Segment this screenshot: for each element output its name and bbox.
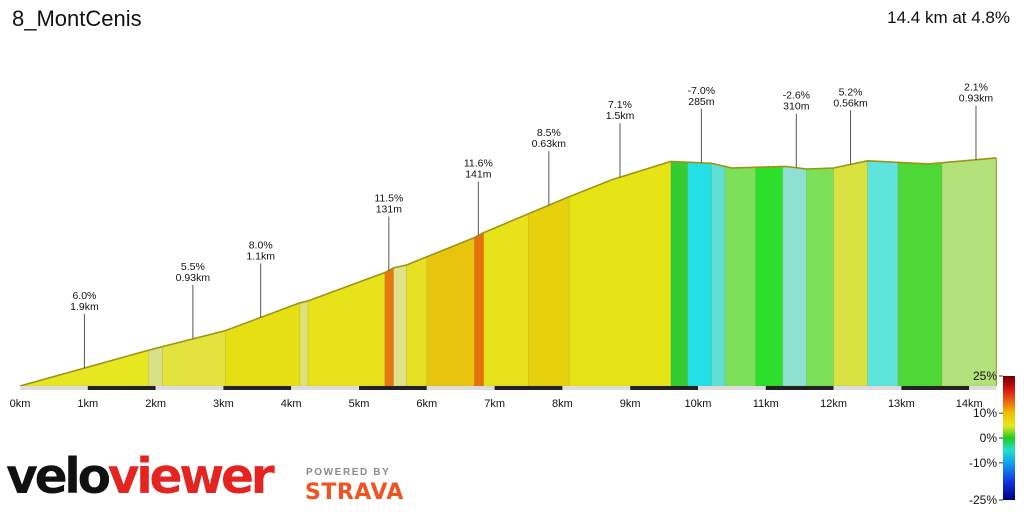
km-band [426,386,495,390]
x-tick-label: 13km [888,398,915,410]
km-band [630,386,698,390]
km-band [359,386,427,390]
annotation-length: 0.63km [532,138,567,150]
legend-label: 10% [973,406,997,420]
gradient-segment[interactable] [148,346,163,387]
annotation-length: 141m [465,168,492,180]
gradient-segment[interactable] [393,264,407,387]
legend-label: 0% [980,431,998,445]
gradient-segment[interactable] [299,300,309,387]
annotation-length: 310m [783,101,810,113]
distance-axis: 0km 1km 2km 3km 4km 5km 6km 7km 8km 9km 10km 11km 12… [10,386,997,410]
gradient-segment[interactable] [528,196,570,387]
gradient-segment[interactable] [474,232,485,387]
gradient-segment[interactable] [724,166,756,387]
annotation-length: 285m [688,96,715,108]
gradient-segments [19,157,997,387]
annotation-grade: 7.1% [608,99,632,111]
gradient-segment[interactable] [867,160,899,387]
km-band [698,386,766,390]
km-band [87,386,156,390]
annotation-grade: -2.6% [783,90,810,102]
annotation-grade: 8.5% [537,127,561,139]
km-band [562,386,631,390]
annotation-grade: 11.6% [464,157,493,169]
gradient-segment[interactable] [426,237,475,387]
x-tick-label: 7km [484,398,505,410]
annotation-grade: 11.5% [374,192,403,204]
gradient-segment[interactable] [782,166,807,387]
annotation-length: 1.5km [606,110,635,122]
annotation-grade: 8.0% [249,239,273,251]
grade-annotations: 6.0%1.9km5.5%0.93km8.0%1.1km11.5%131m11.… [70,82,994,369]
km-band [833,386,902,390]
x-tick-label: 6km [416,398,437,410]
annotation-grade: 6.0% [72,290,96,302]
annotation-length: 1.1km [246,250,275,262]
gradient-segment[interactable] [483,213,529,387]
km-band [901,386,970,390]
gradient-segment[interactable] [833,160,868,387]
km-band [291,386,359,390]
gradient-segment[interactable] [307,272,386,387]
x-tick-label: 2km [145,398,166,410]
x-tick-label: 10km [685,398,712,410]
x-tick-label: 12km [820,398,847,410]
legend-color-bar [1003,376,1015,500]
powered-by-label: POWERED BY [306,467,391,478]
legend-label: -25% [969,493,997,507]
x-tick-label: 9km [620,398,641,410]
x-tick-label: 5km [349,398,370,410]
gradient-segment[interactable] [225,302,301,387]
strava-logo[interactable]: STRAVA [305,480,404,505]
gradient-segment[interactable] [941,157,997,387]
km-band [494,386,563,390]
x-tick-label: 8km [552,398,573,410]
gradient-segment[interactable] [406,256,428,387]
x-tick-label: 11km [753,398,779,410]
gradient-segment[interactable] [806,167,834,387]
km-band [20,386,88,390]
x-tick-label: 1km [77,398,98,410]
x-tick-label: 0km [10,398,31,410]
gradient-segment[interactable] [384,267,394,387]
km-band [155,386,224,390]
climb-summary: 14.4 km at 4.8% [887,8,1010,27]
x-tick-label: 14km [956,398,983,410]
annotation-grade: 5.2% [839,86,863,98]
km-band [765,386,834,390]
km-band [969,386,997,390]
gradient-segment[interactable] [755,166,784,387]
page-title: 8_MontCenis [12,6,142,31]
gradient-segment[interactable] [568,160,672,387]
gradient-segment[interactable] [687,161,712,387]
annotation-length: 1.9km [70,301,99,313]
annotation-length: 0.56km [833,97,868,109]
annotation-grade: 2.1% [964,82,988,94]
annotation-grade: -7.0% [688,85,715,97]
gradient-segment[interactable] [711,162,726,387]
gradient-segment[interactable] [897,161,943,387]
annotation-grade: 5.5% [181,261,205,273]
gradient-legend: 25% 10% 0% -10% -25% [969,369,1015,507]
legend-label: -10% [969,456,997,470]
veloviewer-logo[interactable]: veloviewer [6,448,275,505]
km-band [223,386,292,390]
annotation-length: 0.93km [176,272,211,284]
gradient-segment[interactable] [670,161,689,387]
annotation-length: 0.93km [959,93,994,105]
x-tick-label: 4km [281,398,302,410]
annotation-length: 131m [376,203,403,215]
profile-outline [19,157,997,387]
profile-line [19,157,997,387]
legend-label: 25% [973,369,997,383]
x-tick-label: 3km [213,398,234,410]
